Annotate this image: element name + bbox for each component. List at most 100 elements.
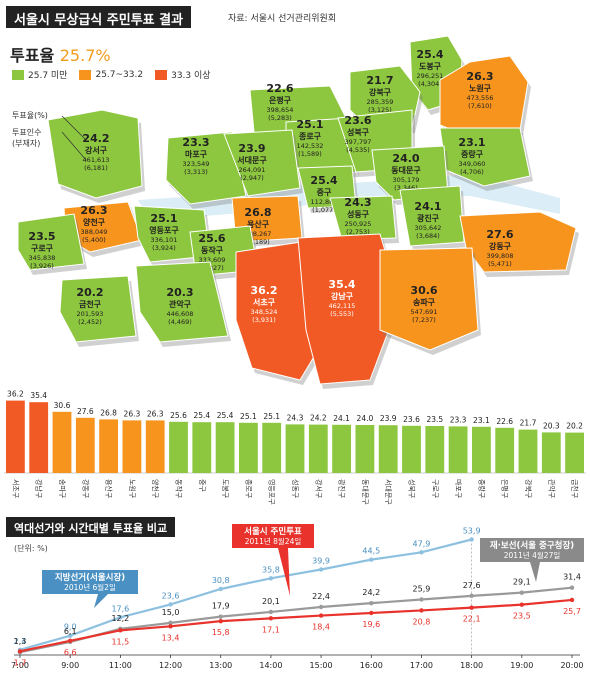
bar-value-label: 25.6 [170, 411, 187, 420]
x-tick-label: 13:00 [209, 661, 232, 670]
bar-value-label: 24.1 [333, 414, 350, 423]
x-tick-label: 18:00 [460, 661, 483, 670]
bar-category-label: 강북구 [524, 479, 533, 499]
series-point [369, 600, 374, 606]
district-name-label: 강북구 [369, 87, 392, 97]
series-value-label: 35,8 [262, 565, 280, 574]
series-point [419, 550, 424, 555]
district-voters-label: 348,524 [251, 308, 278, 316]
district-name-label: 노원구 [469, 83, 492, 93]
district-name-label: 관악구 [169, 299, 192, 309]
district-absentee-label: (6,181) [84, 164, 108, 172]
series-point [419, 608, 424, 613]
district-name-label: 용산구 [247, 219, 270, 229]
legend: 25.7 미만 25.7~33.2 33.3 이상 [12, 68, 211, 81]
turnout-value: 25.7% [59, 46, 111, 65]
district-voters-label: 112,867 [311, 198, 338, 206]
bar-value-label: 36.2 [7, 390, 24, 399]
series-value-label: 24,2 [362, 588, 380, 597]
district-name-label: 서초구 [253, 297, 276, 307]
legend-item-high: 33.3 이상 [155, 68, 211, 81]
callout-blue-box [42, 570, 138, 594]
series-point [268, 616, 274, 621]
district-voters-label: 208,267 [245, 230, 272, 238]
bar-category-label: 강남구 [35, 479, 44, 499]
bar [215, 422, 235, 473]
series-point [268, 609, 274, 615]
bar-category-label: 은평구 [501, 479, 510, 499]
district-shape [379, 247, 479, 351]
bar-value-label: 25.4 [193, 411, 210, 420]
series-point [168, 624, 173, 629]
district-shape [399, 185, 465, 247]
bar [495, 427, 515, 473]
series-value-label: 22,1 [463, 615, 481, 624]
bar-category-label: 송파구 [58, 479, 67, 499]
bar [29, 402, 49, 473]
district-name-label: 중구 [317, 188, 332, 197]
district-shape [329, 195, 397, 241]
district-absentee-label: (4,304) [418, 80, 442, 88]
callout-red-line2: 2011년 8월24일 [245, 536, 302, 546]
district-voters-label: 473,556 [467, 94, 494, 102]
district-rate-label: 26.3 [466, 70, 493, 83]
series-point [17, 649, 23, 654]
bar [145, 420, 165, 473]
district-name-label: 양천구 [83, 217, 106, 227]
district-absentee-label: (1,589) [298, 150, 322, 158]
series-value-label: 31,4 [563, 573, 581, 582]
district-rate-label: 23.5 [28, 230, 55, 243]
series-value-label: 2,4 [14, 637, 27, 646]
series-value-label: 25,9 [413, 585, 431, 594]
district-rate-label: 22.6 [266, 82, 293, 95]
callout-gray-pointer [530, 562, 540, 582]
district-rate-label: 25.1 [296, 118, 323, 131]
x-tick-label: 11:00 [109, 661, 132, 670]
series-value-label: 1,7 [14, 658, 27, 667]
legend-label-low: 25.7 미만 [28, 71, 68, 81]
x-tick-label: 15:00 [310, 661, 333, 670]
district-rate-label: 30.6 [410, 284, 437, 297]
district-name-label: 동작구 [201, 245, 224, 255]
bar-category-label: 금천구 [571, 479, 580, 499]
district-shape [165, 131, 247, 205]
callout-red-line1: 서울시 주민투표 [244, 526, 302, 537]
bar-value-label: 20.3 [543, 421, 560, 430]
x-tick-label: 20:00 [560, 661, 583, 670]
x-tick-label: 12:00 [159, 661, 182, 670]
district-absentee-label: (5,400) [82, 236, 106, 244]
district-voters-label: 398,654 [267, 106, 294, 114]
district-rate-label: 23.3 [182, 136, 209, 149]
bar [52, 411, 72, 473]
map-key-rate: 투표율(%) [12, 111, 48, 120]
series-value-label: 22,4 [312, 592, 330, 601]
series-value-label: 53,9 [463, 527, 481, 536]
series-value-label: 19,6 [362, 620, 380, 629]
series-value-label: 6,1 [64, 627, 77, 636]
x-tick-label: 14:00 [259, 661, 282, 670]
bar-category-label: 노원구 [128, 479, 137, 499]
district-rate-label: 24.2 [82, 132, 109, 145]
bar-value-label: 24.0 [357, 414, 374, 423]
district-voters-label: 446,608 [167, 310, 194, 318]
district-name-label: 영등포구 [149, 225, 179, 235]
series-point [419, 597, 424, 602]
district-voters-label: 323,549 [183, 160, 210, 168]
district-voters-label: 388,049 [81, 228, 108, 236]
legend-swatch-low [12, 69, 24, 80]
bar [425, 426, 445, 473]
bar-value-label: 20.2 [566, 422, 583, 431]
district-rate-label: 24.0 [392, 152, 419, 165]
x-tick-label: 19:00 [510, 661, 533, 670]
bar [122, 420, 142, 473]
line-chart-title: 역대선거와 시간대별 투표율 비교 [6, 517, 176, 537]
bar [192, 422, 212, 473]
district-absentee-label: (3,827) [200, 264, 224, 272]
bar-value-label: 25.1 [263, 412, 280, 421]
bar [99, 419, 118, 473]
series-value-label: 29,1 [513, 578, 531, 587]
district-absentee-label: (3,926) [30, 262, 54, 270]
district-name-label: 강동구 [489, 241, 512, 251]
bar-value-label: 21.7 [520, 419, 537, 428]
